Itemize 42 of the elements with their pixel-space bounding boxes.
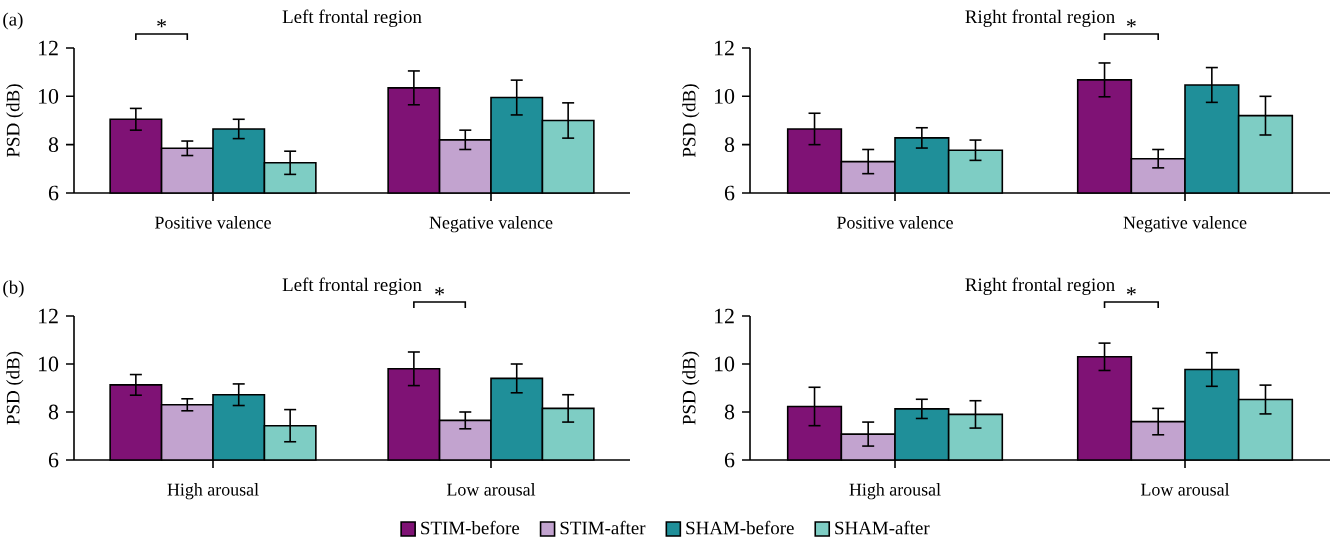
y-tick-label: 6 [48, 185, 59, 201]
x-tick-label: Low arousal [1140, 483, 1230, 496]
y-axis-title: PSD (dB) [6, 84, 24, 158]
x-tick-label: Negative valence [1123, 216, 1247, 233]
x-tick-label: High arousal [167, 483, 259, 500]
y-tick-label: 10 [714, 88, 735, 104]
text: * [435, 287, 444, 296]
text: * [1126, 287, 1136, 296]
y-tick-label: 12 [714, 308, 734, 324]
legend-label: STIM-after [560, 520, 646, 535]
chart-title: Left frontal region [282, 277, 422, 296]
y-tick-label: 6 [724, 185, 735, 201]
y-tick-label: 6 [48, 452, 59, 468]
y-tick-label: 12 [38, 40, 58, 56]
y-axis-title: PSD (dB) [682, 84, 700, 158]
legend-label: SHAM-before [686, 520, 794, 535]
text: * [1126, 19, 1136, 28]
y-axis-title: PSD (dB) [682, 351, 700, 425]
y-tick-label: 8 [724, 404, 735, 420]
chart-title: Left frontal region [282, 9, 422, 27]
y-tick-label: 6 [724, 452, 735, 468]
chart-title: Right frontal region [965, 9, 1115, 27]
legend-label: STIM-before [421, 520, 520, 535]
y-tick-label: 10 [714, 356, 735, 372]
y-tick-label: 8 [48, 404, 59, 420]
y-tick-label: 10 [38, 88, 59, 104]
y-tick-label: 10 [38, 356, 59, 372]
x-tick-label: High arousal [849, 483, 941, 500]
x-tick-label: Low arousal [446, 483, 536, 496]
chart-title: Right frontal region [965, 277, 1115, 296]
y-axis-title: PSD (dB) [6, 351, 24, 425]
text: (a) [3, 12, 23, 30]
x-tick-label: Positive valence [155, 216, 271, 229]
y-tick-label: 8 [48, 137, 59, 153]
y-tick-label: 12 [38, 308, 58, 324]
x-tick-label: Positive valence [837, 216, 953, 229]
y-tick-label: 12 [714, 40, 734, 56]
y-tick-label: 8 [724, 137, 735, 153]
legend-label: SHAM-after [835, 520, 930, 535]
x-tick-label: Negative valence [429, 216, 553, 233]
text: * [157, 19, 166, 28]
text: (b) [3, 280, 24, 298]
